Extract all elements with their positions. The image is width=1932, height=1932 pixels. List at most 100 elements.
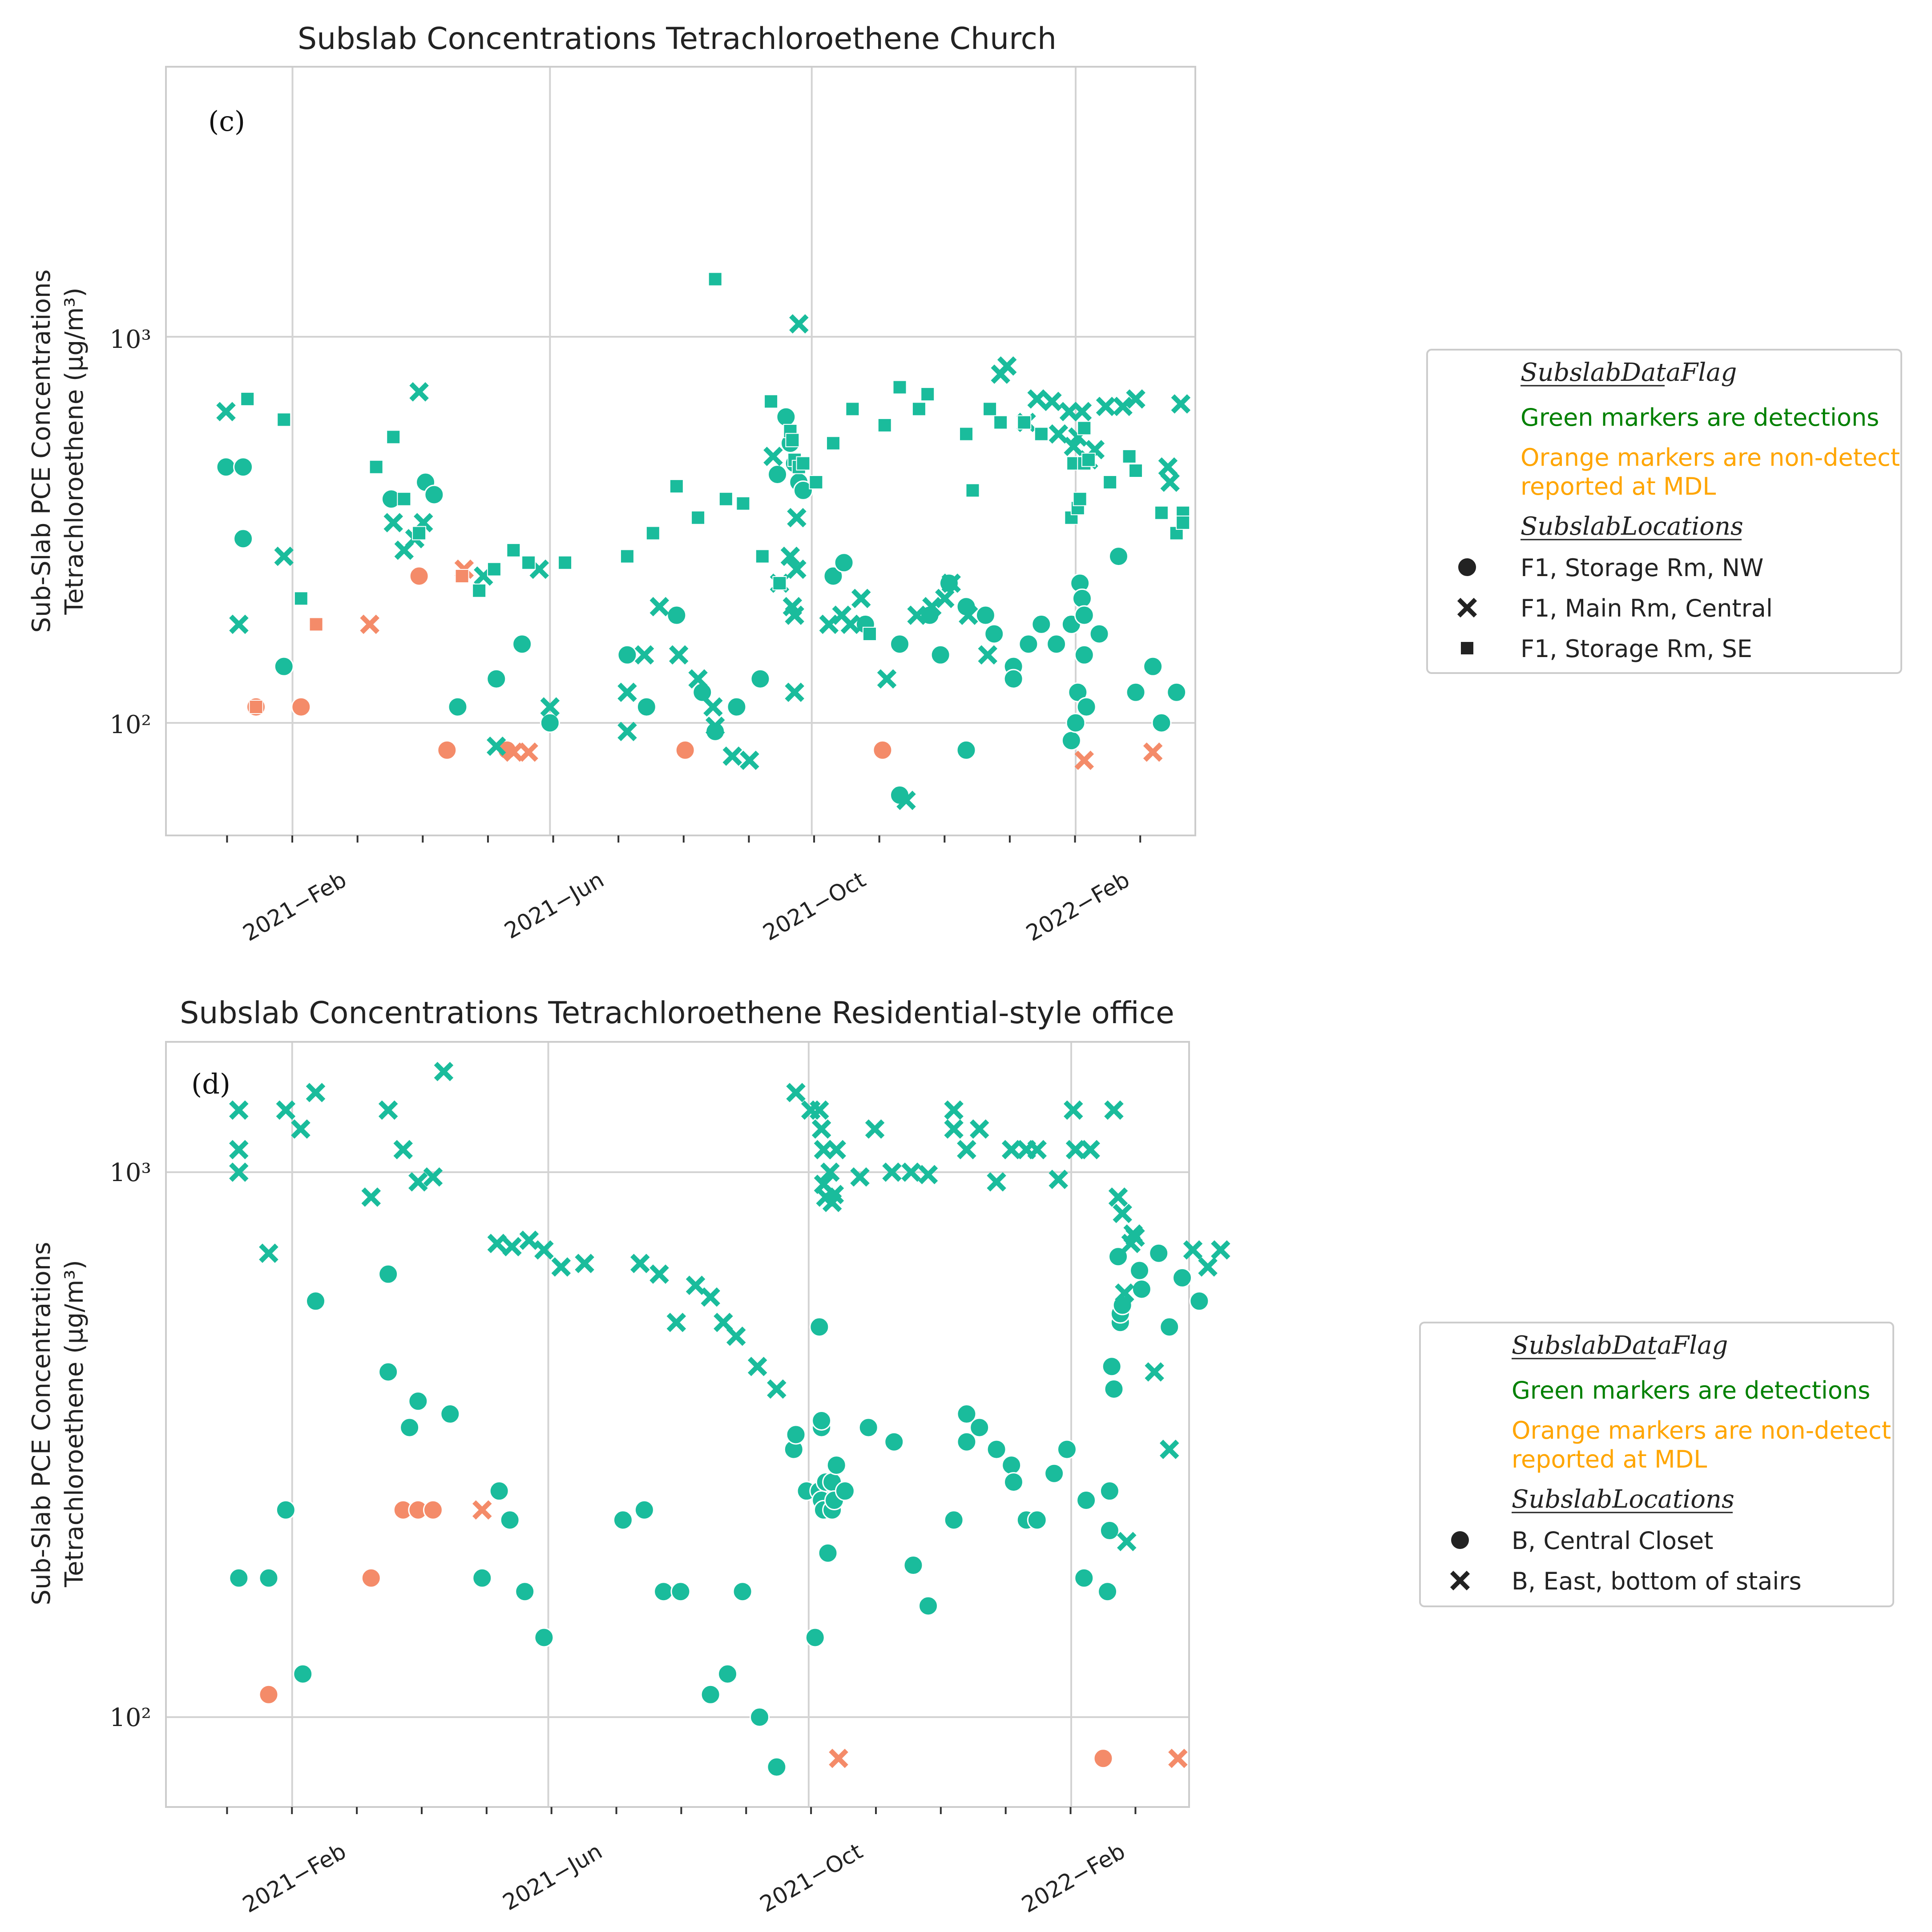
chart-c-point-x bbox=[617, 722, 637, 742]
chart-d-point-circle bbox=[306, 1291, 326, 1311]
chart-d-point-x bbox=[1001, 1140, 1021, 1160]
chart-d-point-circle bbox=[1129, 1260, 1150, 1281]
chart-c-point-x bbox=[649, 597, 670, 617]
chart-c-point-x bbox=[787, 508, 807, 528]
chart-c-xtick-label: 2022−Feb bbox=[1022, 867, 1134, 946]
chart-c-point-square bbox=[397, 492, 411, 506]
chart-c-point-x bbox=[785, 682, 804, 702]
chart-d-point-circle bbox=[500, 1510, 520, 1530]
chart-c-point-x bbox=[634, 645, 654, 665]
chart-d-point-x bbox=[814, 1140, 834, 1160]
chart-d-point-x bbox=[1064, 1100, 1083, 1120]
chart-c-point-x bbox=[1160, 472, 1180, 492]
chart-d-point-circle bbox=[1108, 1246, 1129, 1267]
chart-d-point-x bbox=[306, 1083, 326, 1102]
chart-d-points bbox=[229, 1061, 1230, 1777]
chart-c-point-x bbox=[787, 559, 807, 579]
chart-c-point-square bbox=[506, 543, 521, 557]
chart-d-point-x bbox=[361, 1187, 381, 1207]
chart-c-point-square bbox=[249, 700, 263, 714]
chart-c-point-x bbox=[1096, 396, 1116, 416]
chart-c-point-x bbox=[519, 742, 538, 762]
chart-c-point-square bbox=[472, 583, 487, 598]
chart-c-point-square bbox=[862, 626, 877, 641]
chart-c-point-x bbox=[504, 742, 524, 762]
chart-d-point-x bbox=[1183, 1240, 1203, 1260]
chart-d-point-circle bbox=[1057, 1439, 1077, 1460]
chart-d-point-circle bbox=[786, 1424, 806, 1445]
chart-d-point-circle bbox=[423, 1500, 443, 1520]
chart-c-point-circle bbox=[666, 605, 687, 625]
chart-c-ylabel-line1: Sub-Slab PCE Concentrations bbox=[27, 270, 56, 633]
chart-d-point-x bbox=[944, 1119, 964, 1139]
chart-c-point-square bbox=[487, 562, 501, 577]
chart-d-point-x bbox=[969, 1119, 989, 1139]
chart-c-point-x bbox=[840, 614, 860, 634]
chart-c-point-x bbox=[1049, 424, 1069, 444]
chart-c-point-circle bbox=[726, 697, 747, 717]
chart-c-point-circle bbox=[1072, 588, 1092, 609]
chart-c-point-square bbox=[645, 526, 660, 540]
chart-c-point-x bbox=[1126, 389, 1145, 409]
chart-d-point-x bbox=[666, 1312, 686, 1332]
chart-c-point-circle bbox=[448, 697, 468, 717]
chart-c-point-circle bbox=[1151, 713, 1172, 733]
chart-d-point-circle bbox=[670, 1581, 691, 1602]
chart-d-point-circle bbox=[986, 1439, 1007, 1460]
chart-c-point-square bbox=[965, 483, 980, 498]
chart-d-point-x bbox=[393, 1140, 413, 1160]
chart-d-point-x bbox=[850, 1167, 870, 1187]
chart-d-point-x bbox=[434, 1061, 454, 1081]
chart-c-point-x bbox=[703, 697, 723, 717]
chart-c-point-x bbox=[540, 697, 560, 717]
chart-c-point-square bbox=[620, 549, 634, 564]
chart-c-point-circle bbox=[216, 457, 236, 477]
chart-d-point-circle bbox=[472, 1568, 492, 1588]
chart-c-point-circle bbox=[291, 697, 311, 717]
chart-c-ytick-label-1000: 10³ bbox=[109, 325, 151, 354]
chart-c-point-x bbox=[978, 645, 998, 665]
chart-d-point-x bbox=[229, 1140, 249, 1160]
chart-d-point-circle bbox=[1093, 1748, 1113, 1769]
chart-c-y-axis: 10³ 10² bbox=[109, 325, 151, 739]
chart-d-point-x bbox=[820, 1162, 840, 1182]
chart-d-point-x bbox=[423, 1167, 443, 1187]
chart-c-point-circle bbox=[1166, 682, 1187, 702]
chart-c-point-x bbox=[1158, 457, 1178, 477]
chart-d-point-circle bbox=[408, 1391, 428, 1412]
chart-d-point-circle bbox=[653, 1581, 674, 1602]
chart-c-point-x bbox=[851, 589, 871, 609]
chart-d-point-x bbox=[276, 1100, 296, 1120]
chart-c-point-x bbox=[1042, 391, 1062, 411]
chart-c-point-square bbox=[521, 555, 536, 570]
chart-c-point-circle bbox=[956, 740, 976, 760]
chart-d-legend-loc-title: SubslabLocations bbox=[1512, 1485, 1734, 1514]
chart-c-point-square bbox=[785, 433, 800, 448]
chart-c-legend-loc-0: F1, Storage Rm, NW bbox=[1521, 554, 1763, 582]
chart-d-point-x bbox=[686, 1275, 706, 1295]
chart-d-point-x bbox=[1108, 1187, 1128, 1207]
chart-c-point-square bbox=[764, 394, 778, 409]
chart-d-point-circle bbox=[1003, 1472, 1024, 1492]
chart-d-ylabel-line1: Sub-Slab PCE Concentrations bbox=[27, 1242, 56, 1605]
chart-c-point-x bbox=[1171, 394, 1191, 414]
chart-d-point-circle bbox=[399, 1417, 420, 1438]
chart-d: Subslab Concentrations Tetrachloroethene… bbox=[27, 996, 1894, 1918]
chart-c-point-circle bbox=[1031, 614, 1052, 634]
chart-c-point-x bbox=[941, 573, 961, 593]
chart-d-point-circle bbox=[258, 1568, 279, 1588]
chart-c-point-circle bbox=[776, 407, 796, 427]
chart-d-point-circle bbox=[1076, 1490, 1097, 1511]
chart-c-legend-circle-marker bbox=[1458, 558, 1476, 576]
chart-c-point-circle bbox=[705, 721, 726, 742]
chart-c-point-square bbox=[708, 272, 722, 286]
chart-d-point-x bbox=[408, 1172, 428, 1192]
chart-c-ytick-label-100: 10² bbox=[109, 710, 151, 739]
chart-c-point-square bbox=[796, 456, 811, 471]
chart-d-point-x bbox=[811, 1119, 831, 1139]
chart-d-point-circle bbox=[1074, 1568, 1094, 1588]
chart-c-point-square bbox=[1073, 492, 1087, 506]
chart-c-point-circle bbox=[233, 528, 254, 549]
chart-d-legend-flag-title: SubslabDataFlag bbox=[1512, 1331, 1728, 1360]
